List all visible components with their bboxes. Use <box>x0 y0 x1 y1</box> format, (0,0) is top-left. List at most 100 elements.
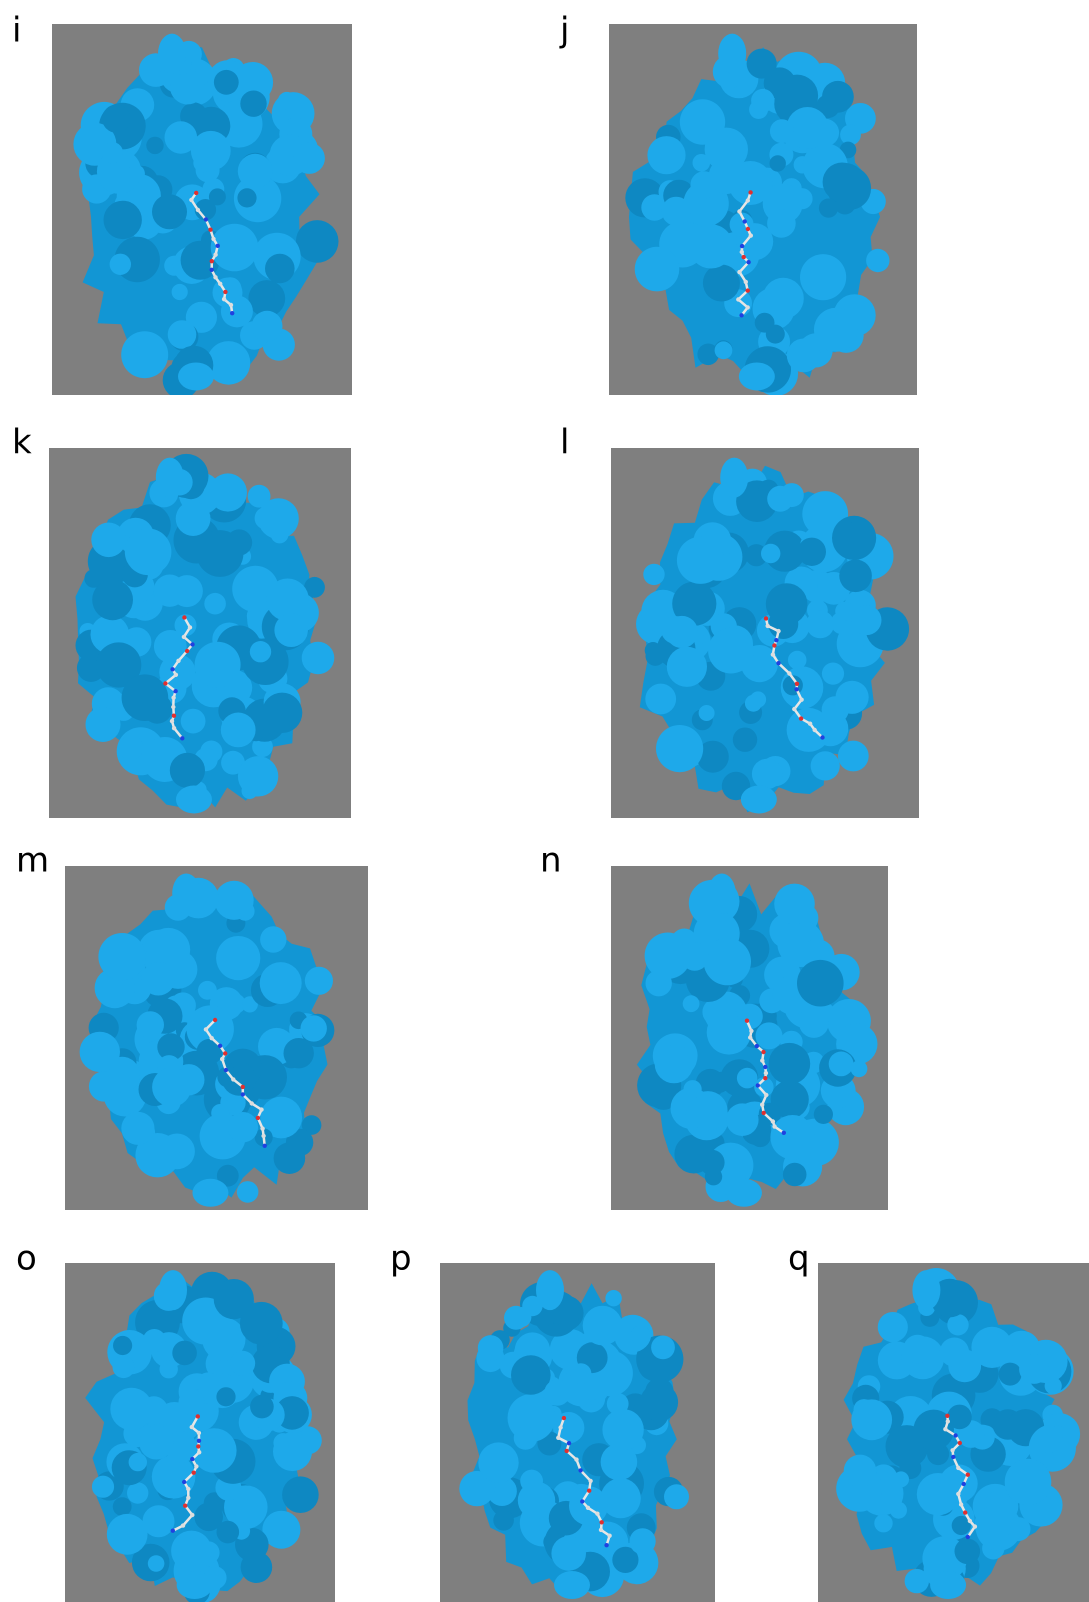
ligand-atom <box>764 1093 768 1097</box>
ligand-atom <box>604 1543 608 1547</box>
surface-lobe <box>661 616 689 644</box>
surface-lobe <box>148 1555 165 1572</box>
ligand-atom <box>950 1448 954 1452</box>
ligand-atom <box>792 707 796 711</box>
ligand-atom <box>966 1473 970 1477</box>
ligand-atom <box>183 1504 187 1508</box>
surface-lobe <box>645 684 676 715</box>
ligand-atom <box>578 1468 582 1472</box>
surface-lobe <box>143 1329 166 1352</box>
surface-lobe <box>137 1011 164 1038</box>
panel: p <box>390 1239 715 1602</box>
surface-lobe <box>814 1105 833 1124</box>
surface-lobe <box>631 1325 651 1345</box>
surface-lobe <box>511 1355 551 1395</box>
ligand-atom <box>607 1534 611 1538</box>
ligand-atom <box>196 1444 200 1448</box>
surface-lobe <box>237 1181 259 1203</box>
ligand-atom <box>231 1077 235 1081</box>
ligand-atom <box>211 237 215 241</box>
panel: l <box>560 423 919 819</box>
surface-lobe <box>110 254 131 275</box>
surface-lobe <box>733 728 757 752</box>
surface-lobe <box>216 936 260 980</box>
surface-lobe <box>745 695 762 712</box>
surface-lobe <box>726 1179 762 1207</box>
protein-image <box>440 1263 715 1602</box>
surface-lobe <box>651 1336 675 1360</box>
surface-lobe <box>822 663 844 685</box>
ligand-atom <box>808 722 812 726</box>
surface-lobe <box>811 751 840 780</box>
ligand-atom <box>746 198 750 202</box>
ligand-atom <box>739 313 743 317</box>
ligand-atom <box>172 714 176 718</box>
surface-lobe <box>551 1536 586 1571</box>
surface-lobe <box>699 705 715 721</box>
ligand-atom <box>762 1111 766 1115</box>
ligand-atom <box>737 209 741 213</box>
ligand-atom <box>963 1510 967 1514</box>
ligand-atom <box>799 698 803 702</box>
ligand-atom <box>946 1419 950 1423</box>
surface-lobe <box>554 1571 590 1599</box>
surface-lobe <box>142 962 176 996</box>
surface-lobe <box>178 362 214 390</box>
ligand-atom <box>192 1471 196 1475</box>
surface-lobe <box>192 1179 228 1207</box>
surface-lobe <box>839 560 872 593</box>
ligand-atom <box>261 1134 265 1138</box>
panel-label: i <box>12 11 21 51</box>
surface-lobe <box>737 1068 758 1089</box>
surface-lobe <box>121 1112 154 1145</box>
surface-lobe <box>113 1356 135 1378</box>
ligand-atom <box>574 1457 578 1461</box>
ligand-atom <box>259 1107 263 1111</box>
surface-lobe <box>198 981 217 1000</box>
surface-lobe <box>217 1521 240 1544</box>
ligand-atom <box>776 629 780 633</box>
surface-lobe <box>154 575 186 607</box>
ligand-atom <box>588 1479 592 1483</box>
ligand-atom <box>263 1144 267 1148</box>
surface-lobe <box>770 119 794 143</box>
surface-lobe <box>974 1506 1010 1542</box>
surface-lobe <box>822 81 854 113</box>
ligand-atom <box>595 1512 599 1516</box>
ligand-atom <box>959 1502 963 1506</box>
ligand-atom <box>820 735 824 739</box>
surface-lobe <box>770 1115 814 1159</box>
surface-lobe <box>172 1341 197 1366</box>
surface-lobe <box>273 694 289 710</box>
surface-lobe <box>912 1270 940 1310</box>
ligand-atom <box>182 1480 186 1484</box>
surface-lobe <box>836 681 869 714</box>
ligand-atom <box>799 716 803 720</box>
protein-image <box>818 1263 1089 1602</box>
surface-lobe <box>656 725 703 772</box>
surface-lobe <box>711 163 742 194</box>
surface-lobe <box>536 1270 564 1310</box>
ligand-atom <box>746 305 750 309</box>
surface-lobe <box>156 458 184 498</box>
protein-image <box>65 1263 335 1602</box>
surface-lobe <box>211 1104 229 1122</box>
ligand-atom <box>744 280 748 284</box>
ligand-atom <box>210 259 214 263</box>
surface-lobe <box>684 1080 702 1098</box>
surface-lobe <box>825 163 865 203</box>
surface-lobe <box>113 1336 132 1355</box>
ligand-atom <box>204 217 208 221</box>
surface-lobe <box>240 91 266 117</box>
surface-lobe <box>265 254 295 284</box>
ligand-atom <box>188 625 192 629</box>
surface-lobe <box>191 131 231 171</box>
surface-lobe <box>708 874 736 914</box>
surface-lobe <box>511 1307 531 1327</box>
surface-lobe <box>102 105 130 133</box>
ligand-atom <box>218 282 222 286</box>
surface-lobe <box>228 1112 258 1142</box>
surface-lobe <box>92 1476 114 1498</box>
ligand-atom <box>968 1519 972 1523</box>
surface-lobe <box>237 188 256 207</box>
